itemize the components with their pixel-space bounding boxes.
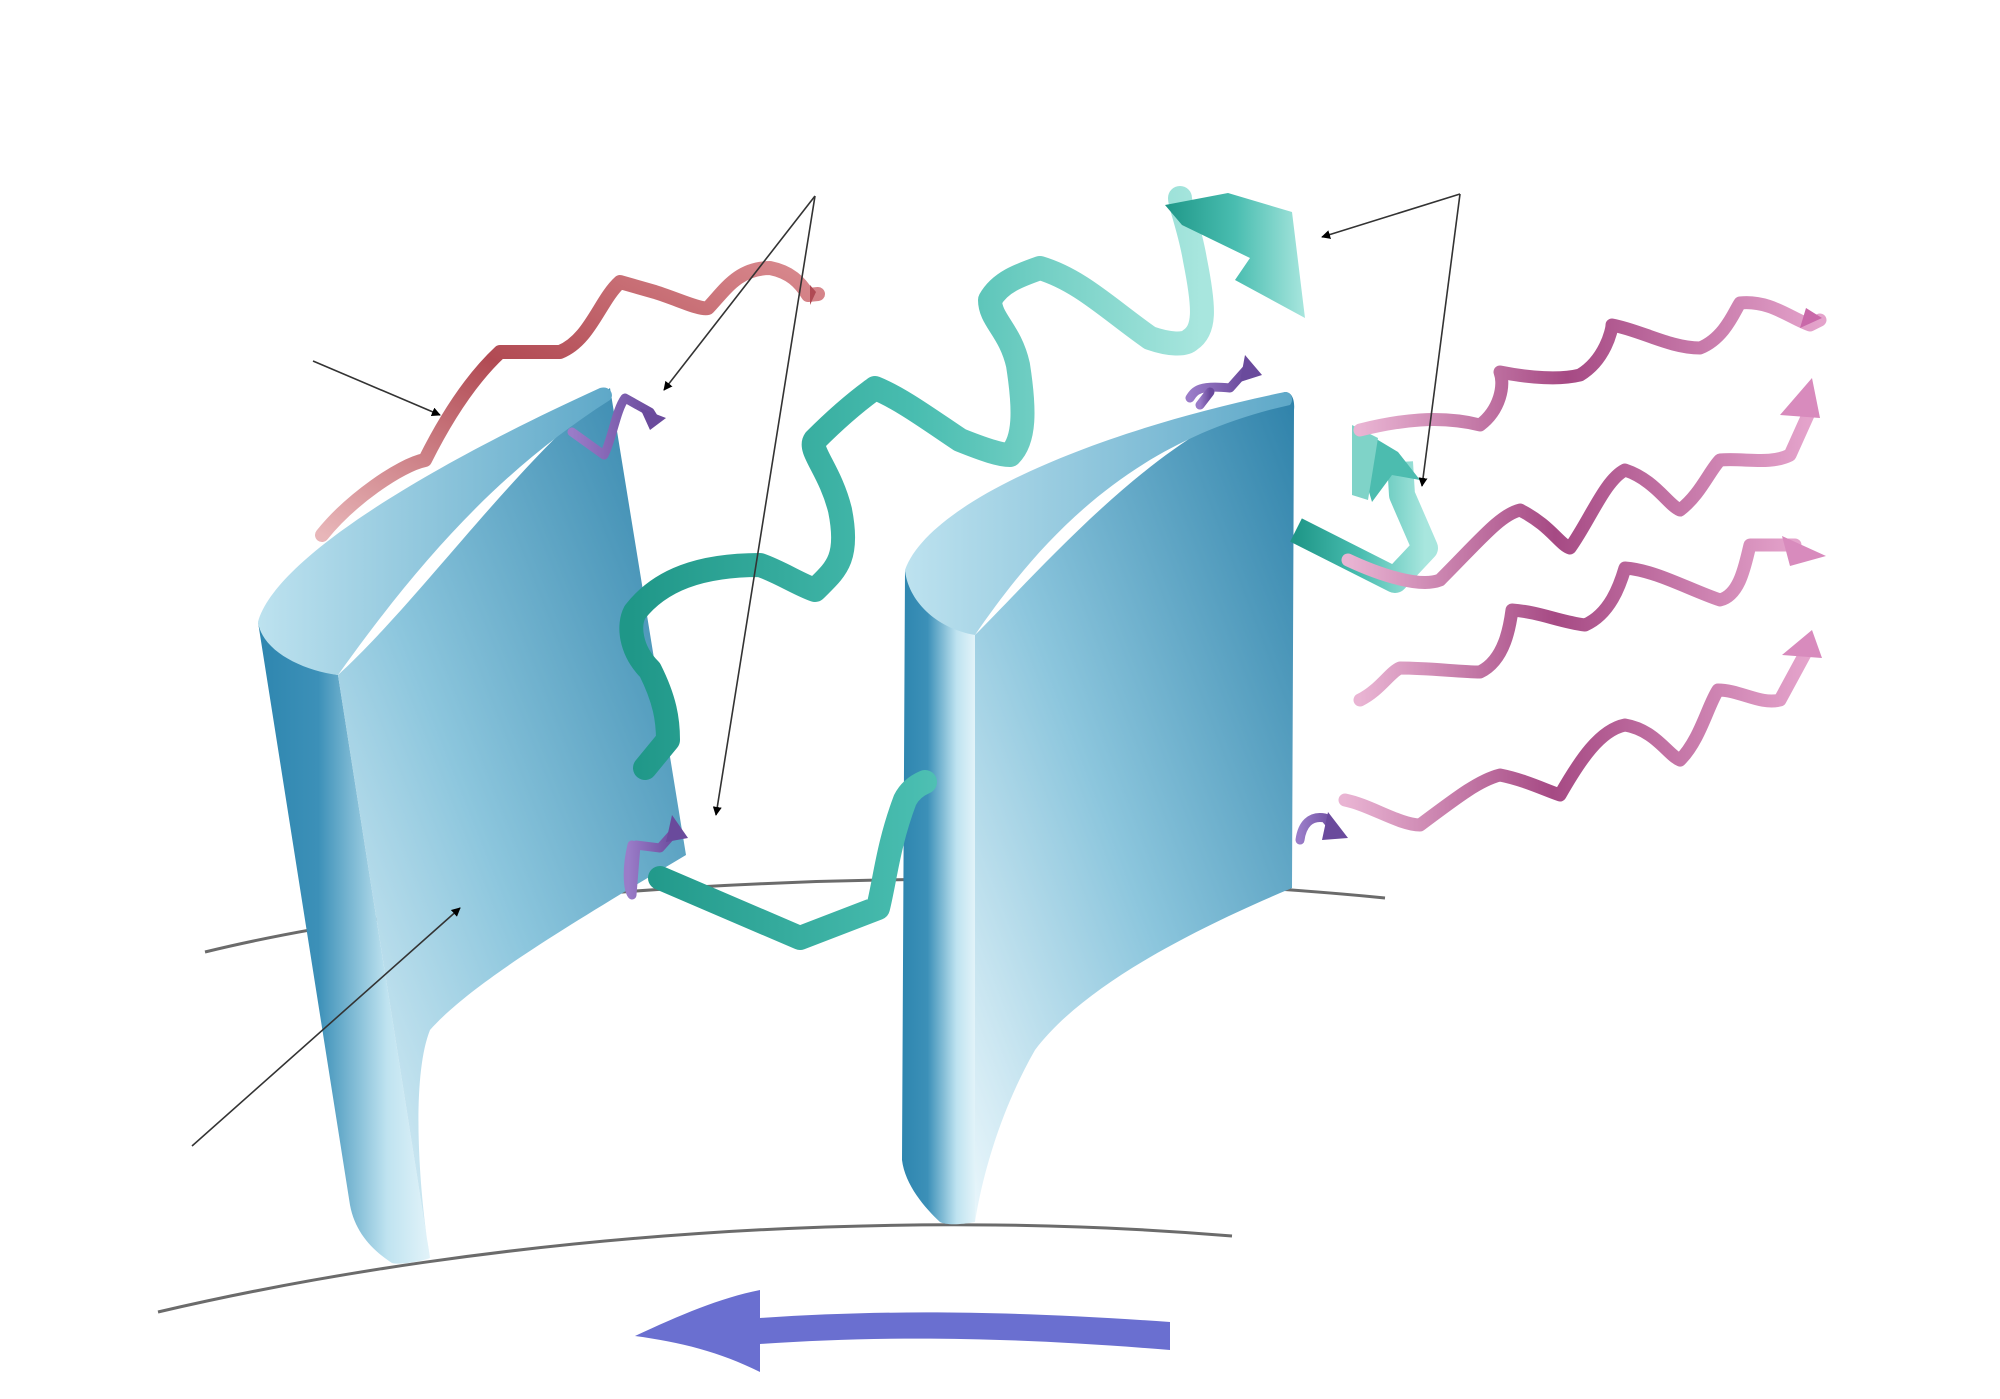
lower-hub-line xyxy=(157,1223,1233,1314)
blade-left-leading-edge xyxy=(258,622,430,1264)
blade-left-top xyxy=(258,387,612,675)
leader-wake-tail xyxy=(1418,193,1461,487)
wake-vortex-tail-head-2 xyxy=(1352,425,1378,500)
secondary-vortex-4 xyxy=(1295,812,1340,845)
rotation-arrow-head xyxy=(635,1290,760,1372)
secondary-vortex-1-head xyxy=(640,408,666,430)
tip-vortex-band xyxy=(315,261,825,542)
blade-left xyxy=(258,387,686,1264)
shed-vortex-4-head xyxy=(1782,630,1822,658)
secondary-vortex-2 xyxy=(623,825,681,900)
secondary-vortex-2-head xyxy=(666,815,688,842)
leader-arrows xyxy=(191,193,1461,1147)
leader-blade-face xyxy=(191,907,461,1147)
shed-vortex-3-head xyxy=(1782,536,1826,566)
rotation-arrow-shaft xyxy=(760,1312,1170,1350)
blade-right xyxy=(902,392,1295,1225)
secondary-vortex-4-head xyxy=(1322,812,1348,840)
wake-vortex-band xyxy=(619,186,1214,950)
shed-vortex-2 xyxy=(1341,408,1815,589)
secondary-vortices xyxy=(567,355,1348,900)
shed-vortex-2-head xyxy=(1780,378,1820,418)
wake-vortex-head xyxy=(1165,193,1305,318)
tip-vortex-ribbon xyxy=(315,261,825,542)
leader-tip-vortex xyxy=(312,360,441,416)
tip-vortex-head xyxy=(810,285,816,305)
blade-right-leading-edge xyxy=(902,570,975,1225)
blade-right-top xyxy=(905,392,1293,635)
blade-left-face xyxy=(338,388,686,1258)
rotation-arrow xyxy=(635,1290,1170,1372)
blade-right-face xyxy=(975,392,1295,1222)
leader-wake-head xyxy=(1321,193,1461,239)
secondary-vortex-5 xyxy=(1195,387,1215,410)
leader-secondary-top xyxy=(663,195,816,391)
secondary-vortex-3-head xyxy=(1240,355,1262,382)
shed-vortices xyxy=(1338,296,1827,832)
shed-vortex-3 xyxy=(1353,538,1802,707)
shed-vortex-4 xyxy=(1338,645,1813,832)
secondary-vortex-1 xyxy=(567,393,660,460)
leader-secondary-bottom xyxy=(712,195,816,816)
secondary-vortex-3 xyxy=(1185,365,1251,403)
shed-vortex-1-head xyxy=(1800,308,1822,328)
shed-vortex-1 xyxy=(1353,296,1827,437)
